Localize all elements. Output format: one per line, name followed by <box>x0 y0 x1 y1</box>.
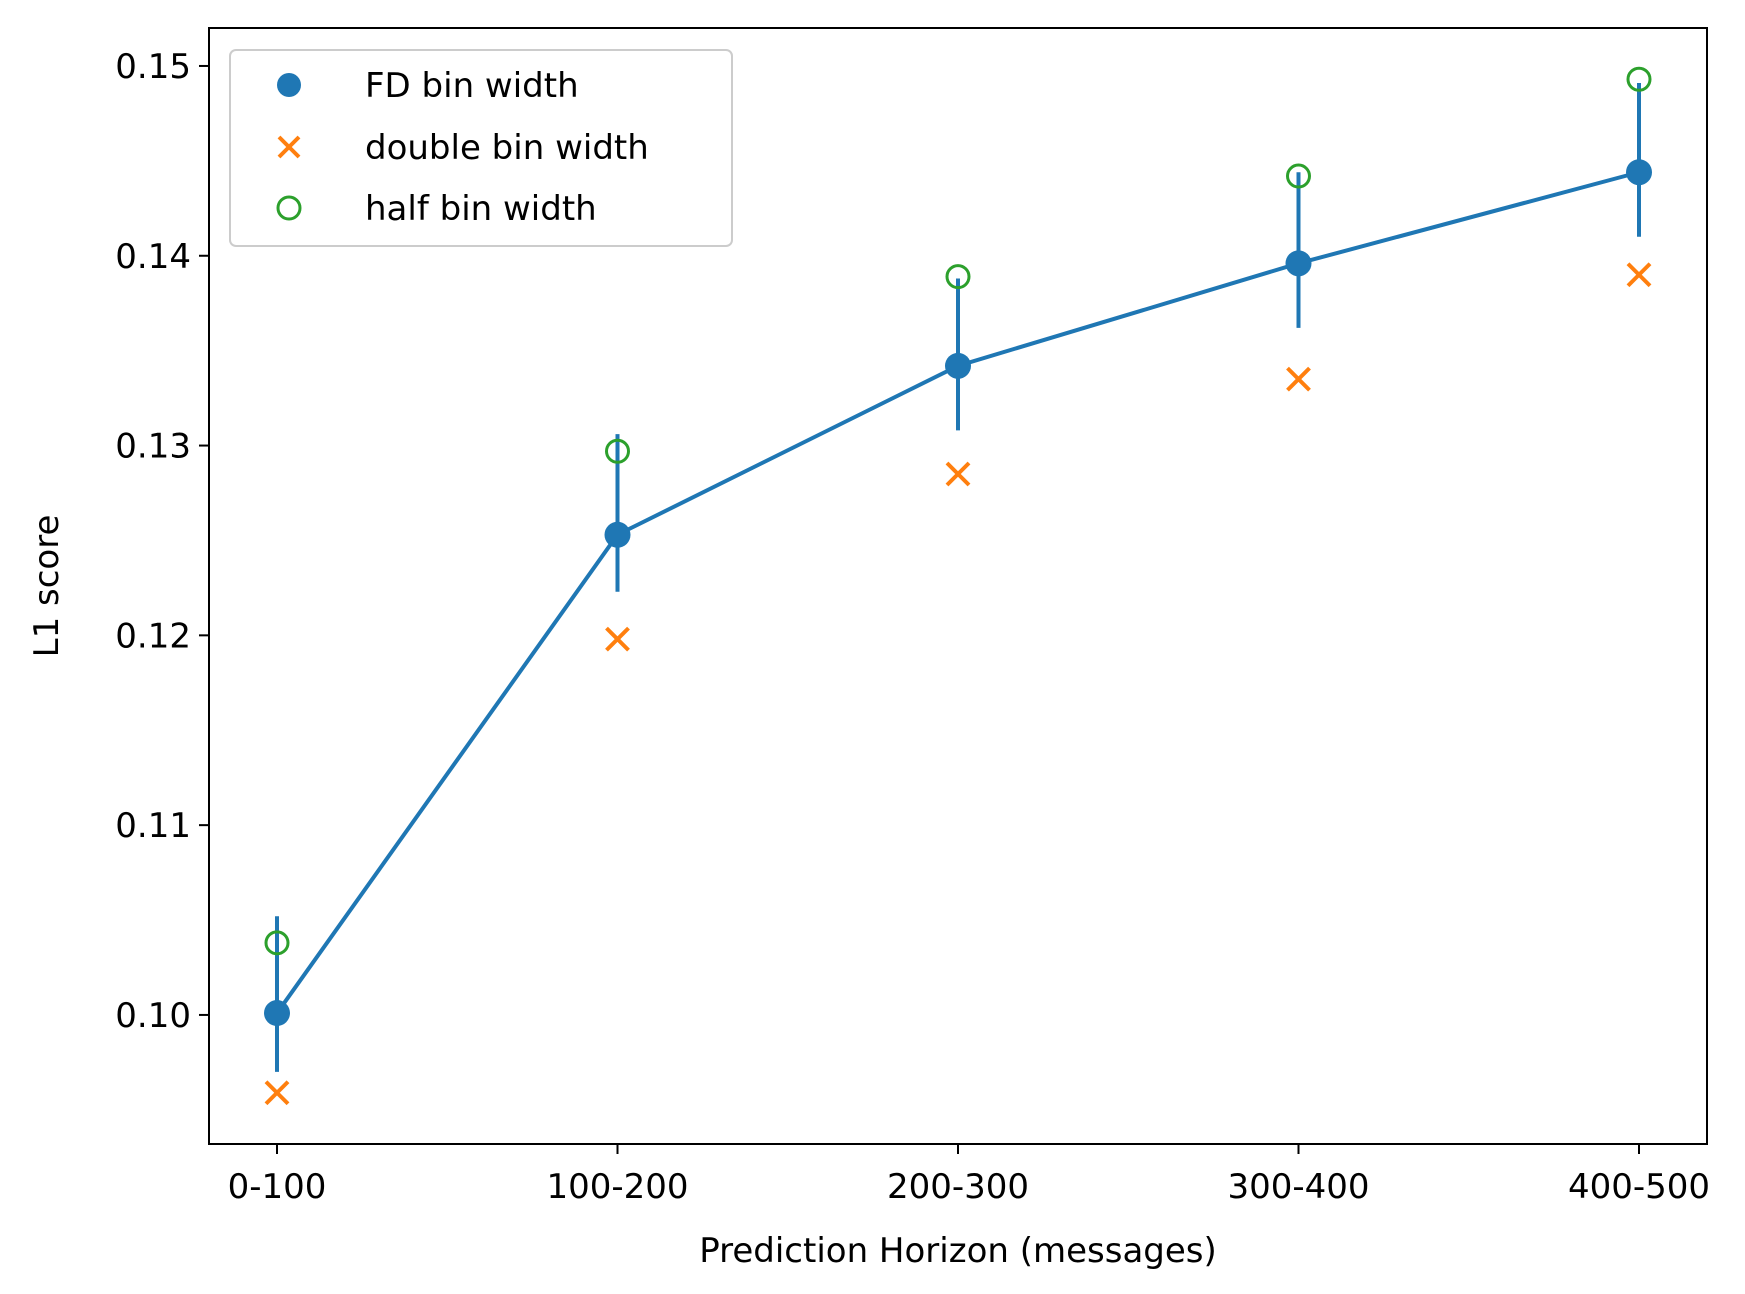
legend: FD bin width double bin width half bin wid… <box>229 49 733 247</box>
legend-entry: double bin width <box>277 128 649 168</box>
half-bin-point <box>945 264 971 290</box>
y-tick-label: 0.10 <box>115 996 191 1036</box>
axes-layer: 0.10 0.11 0.12 0.13 0.14 0.15 0-100 100-200 200-… <box>115 47 1710 1207</box>
fd-point <box>1285 250 1312 277</box>
legend-entries: FD bin width double bin width half bin wid… <box>276 66 649 229</box>
legend-marker-open-circle <box>276 195 302 221</box>
legend-label: FD bin width <box>365 66 579 106</box>
legend-label: double bin width <box>365 128 649 168</box>
double-bin-point <box>264 1080 290 1106</box>
half-bin-point <box>1286 163 1311 189</box>
fd-point <box>264 1000 290 1027</box>
y-tick-label: 0.14 <box>115 237 191 277</box>
legend-marker-x <box>277 135 301 159</box>
legend-entry: half bin width <box>276 189 597 229</box>
y-tick-label: 0.12 <box>115 616 191 656</box>
legend-entry: FD bin width <box>277 66 579 106</box>
y-tick-label: 0.11 <box>115 806 191 846</box>
x-marker-stroke <box>1286 366 1311 392</box>
y-tick-label: 0.15 <box>115 47 191 87</box>
x-marker-stroke <box>264 1080 290 1106</box>
legend-marker-filled-circle <box>277 73 301 97</box>
x-marker-stroke <box>605 626 630 652</box>
double-bin-point <box>945 461 971 487</box>
plot-layer <box>264 66 1652 1106</box>
fd-point <box>604 521 631 548</box>
y-tick-label: 0.13 <box>115 427 191 467</box>
y-axis-label: L1 score <box>27 515 67 658</box>
x-tick-label: 0-100 <box>228 1167 327 1207</box>
x-tick-label: 300-400 <box>1227 1167 1369 1207</box>
double-bin-point <box>1286 366 1311 392</box>
x-marker-stroke <box>1626 262 1652 288</box>
x-axis-label: Prediction Horizon (messages) <box>699 1231 1217 1271</box>
half-bin-point <box>605 438 630 464</box>
x-marker-stroke <box>945 461 971 487</box>
legend-frame <box>229 49 733 247</box>
fd-point <box>1626 159 1652 186</box>
double-bin-point <box>605 626 630 652</box>
fd-point <box>945 352 971 379</box>
legend-label: half bin width <box>365 189 597 229</box>
x-tick-label: 400-500 <box>1568 1167 1710 1207</box>
x-tick-label: 200-300 <box>887 1167 1029 1207</box>
double-bin-point <box>1626 262 1652 288</box>
half-bin-point <box>1626 66 1652 92</box>
x-tick-label: 100-200 <box>546 1167 688 1207</box>
half-bin-point <box>264 930 290 956</box>
